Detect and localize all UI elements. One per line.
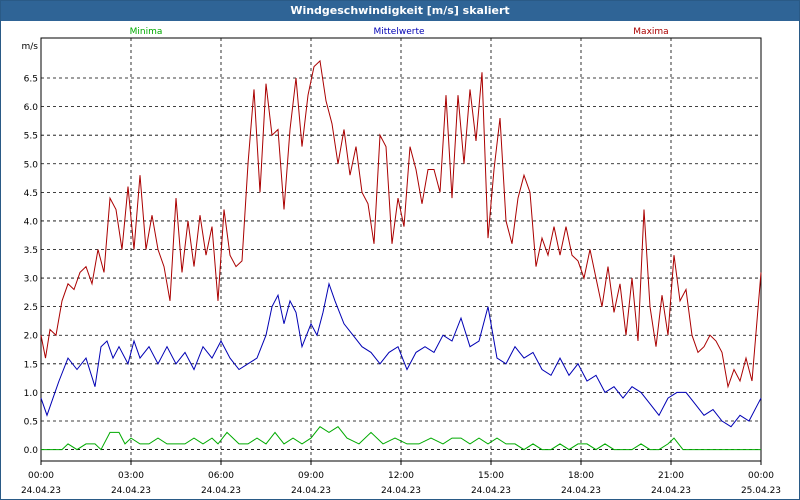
x-tick-time: 21:00 [658,471,684,481]
x-tick-time: 09:00 [298,471,324,481]
x-tick-time: 00:00 [28,471,54,481]
grid-lines [41,38,761,461]
x-tick-date: 25.04.23 [741,486,781,496]
x-tick-date: 24.04.23 [201,486,241,496]
x-tick-date: 24.04.23 [381,486,421,496]
legend-mittel: Mittelwerte [373,27,424,37]
y-tick-label: 4.0 [24,217,39,227]
y-tick-label: 0.0 [24,446,39,456]
series-line-maxima [40,59,762,389]
y-tick-label: 6.0 [24,103,39,113]
y-tick-label: 4.5 [24,189,38,199]
y-tick-label: 1.5 [24,360,38,370]
y-tick-label: 0.5 [24,417,38,427]
x-tick-time: 12:00 [388,471,414,481]
x-tick-time: 00:00 [748,471,774,481]
x-tick-time: 18:00 [568,471,594,481]
y-tick-label: 2.5 [24,303,38,313]
y-tick-label: 6.5 [24,75,38,85]
y-tick-label: 3.0 [24,275,39,285]
x-tick-date: 24.04.23 [21,486,61,496]
x-tick-date: 24.04.23 [561,486,601,496]
y-tick-label: 3.5 [24,246,38,256]
series-line-mittel [40,281,762,428]
x-tick-date: 24.04.23 [111,486,151,496]
x-tick-date: 24.04.23 [651,486,691,496]
legend-minima: Minima [130,27,163,37]
y-axis-unit: m/s [22,42,39,52]
y-tick-label: 5.5 [24,132,38,142]
y-tick-labels: 0.0 0.5 1.0 1.5 2.0 2.5 3.0 3.5 4.0 4.5 5.0 5.5 6.0 6… [22,42,39,456]
legend-maxima: Maxima [633,27,668,37]
x-tick-time: 03:00 [118,471,144,481]
y-tick-label: 2.0 [24,332,39,342]
y-tick-label: 5.0 [24,160,39,170]
window-title: Windgeschwindigkeit [m/s] skaliert [1,1,799,21]
x-tick-date: 24.04.23 [471,486,511,496]
wind-speed-chart: Minima Mittelwerte Maxima 0.0 0.5 1.0 1.5 2.0 2… [21,27,781,496]
series-line-minima [41,426,761,451]
x-tick-labels: 00:00 24.04.23 03:00 24.04.23 06:00 24.04.23 0… [21,471,781,496]
y-tick-label: 1.0 [24,389,39,399]
x-tick-time: 15:00 [478,471,504,481]
axes [40,37,762,465]
x-tick-date: 24.04.23 [291,486,331,496]
x-tick-time: 06:00 [208,471,234,481]
legend: Minima Mittelwerte Maxima [130,27,669,37]
series-lines [40,59,762,451]
